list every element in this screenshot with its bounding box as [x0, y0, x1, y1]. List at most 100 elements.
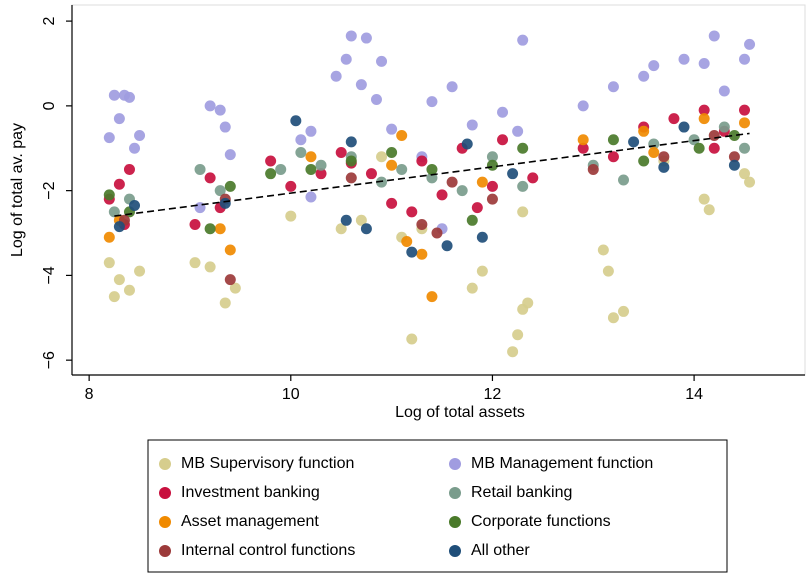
point	[355, 79, 367, 91]
point	[718, 85, 730, 97]
point	[103, 189, 115, 201]
point	[204, 100, 216, 112]
point	[108, 291, 120, 303]
legend-label: All other	[471, 542, 530, 559]
point	[577, 142, 589, 154]
point	[693, 142, 705, 154]
point	[486, 151, 498, 163]
point	[113, 274, 125, 286]
point	[688, 134, 700, 146]
point	[108, 89, 120, 101]
legend-label: Corporate functions	[471, 513, 611, 530]
point	[512, 125, 524, 137]
point	[224, 149, 236, 161]
point	[628, 136, 640, 148]
point	[305, 125, 317, 137]
point	[370, 94, 382, 106]
point	[295, 134, 307, 146]
point	[476, 231, 488, 243]
point	[739, 168, 751, 180]
point	[365, 168, 377, 180]
point	[345, 30, 357, 42]
point	[597, 244, 609, 256]
point	[658, 151, 670, 163]
point	[113, 113, 125, 125]
point	[315, 168, 327, 180]
legend-label: MB Management function	[471, 455, 653, 472]
point	[466, 214, 478, 226]
point	[668, 113, 680, 125]
point	[129, 199, 141, 211]
y-tick-label: 2	[41, 17, 58, 26]
point	[290, 115, 302, 127]
point	[376, 55, 388, 67]
y-tick-label: −2	[41, 181, 58, 199]
point	[103, 132, 115, 144]
point	[113, 178, 125, 190]
fit-line	[114, 132, 750, 217]
point	[607, 151, 619, 163]
point	[446, 176, 458, 188]
legend-marker	[449, 545, 461, 557]
y-tick-label: −4	[41, 266, 58, 284]
point	[739, 53, 751, 65]
point	[189, 257, 201, 269]
point	[728, 151, 740, 163]
point	[401, 235, 413, 247]
legend-label: Retail banking	[471, 484, 572, 501]
point	[275, 163, 287, 175]
point	[360, 223, 372, 235]
point	[265, 168, 277, 180]
point	[486, 159, 498, 171]
point	[265, 155, 277, 167]
point	[335, 223, 347, 235]
legend-marker	[159, 545, 171, 557]
point	[739, 104, 751, 116]
point	[224, 274, 236, 286]
point	[360, 32, 372, 44]
point	[305, 163, 317, 175]
point	[708, 130, 720, 142]
point	[476, 265, 488, 277]
y-tick-label: −6	[41, 351, 58, 369]
point	[204, 223, 216, 235]
point	[486, 193, 498, 205]
point	[204, 172, 216, 184]
point	[577, 134, 589, 146]
point	[295, 146, 307, 158]
point	[486, 180, 498, 192]
y-tick-label: 0	[41, 101, 58, 110]
point	[527, 172, 539, 184]
point	[406, 246, 418, 258]
legend-marker	[159, 516, 171, 528]
point	[466, 282, 478, 294]
point	[189, 219, 201, 231]
point	[698, 193, 710, 205]
point	[285, 210, 297, 222]
point	[305, 191, 317, 203]
point	[517, 34, 529, 46]
legend-label: Internal control functions	[181, 542, 355, 559]
legend-marker	[449, 516, 461, 528]
point	[461, 138, 473, 150]
point	[386, 197, 398, 209]
point	[638, 125, 650, 137]
point	[406, 333, 418, 345]
legend-label: MB Supervisory function	[181, 455, 354, 472]
point	[355, 214, 367, 226]
point	[330, 70, 342, 82]
point	[103, 231, 115, 243]
legend-marker	[449, 458, 461, 470]
point	[219, 197, 231, 209]
point	[517, 206, 529, 218]
point	[648, 146, 660, 158]
point	[396, 130, 408, 142]
point	[446, 81, 458, 93]
x-tick-label: 8	[85, 386, 94, 403]
point	[315, 159, 327, 171]
point	[658, 161, 670, 173]
point	[678, 53, 690, 65]
legend-box	[147, 439, 728, 573]
point	[744, 38, 756, 50]
